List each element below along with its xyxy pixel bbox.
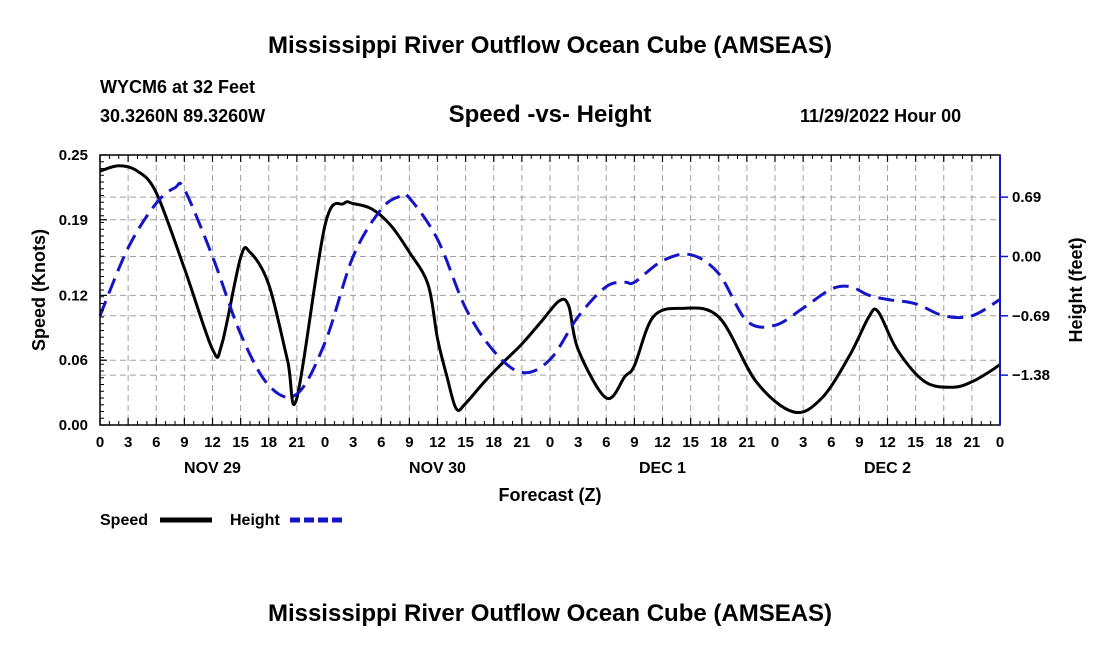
y-tick-label: 0.19 — [59, 212, 88, 229]
x-tick-label: 15 — [457, 434, 474, 451]
x-tick-label: 21 — [514, 434, 531, 451]
day-label: NOV 29 — [184, 460, 241, 477]
x-tick-label: 18 — [710, 434, 727, 451]
x-tick-label: 9 — [630, 434, 638, 451]
x-tick-label: 0 — [546, 434, 554, 451]
x-tick-label: 0 — [321, 434, 329, 451]
x-tick-label: 6 — [377, 434, 385, 451]
x-tick-label: 12 — [429, 434, 446, 451]
x-tick-label: 12 — [879, 434, 896, 451]
x-tick-label: 0 — [771, 434, 779, 451]
x-tick-label: 3 — [574, 434, 582, 451]
x-tick-label: 12 — [654, 434, 671, 451]
y2-tick-label: −0.69 — [1012, 308, 1050, 325]
station-coords: 30.3260N 89.3260W — [100, 106, 266, 126]
x-tick-label: 18 — [935, 434, 952, 451]
series-line-speed — [99, 164, 1001, 415]
x-tick-label: 18 — [485, 434, 502, 451]
x-tick-label: 9 — [180, 434, 188, 451]
ticks-layer — [99, 154, 1008, 426]
bottom-title: Mississippi River Outflow Ocean Cube (AM… — [267, 600, 833, 627]
x-tick-label: 3 — [799, 434, 807, 451]
series-layer — [98, 164, 1001, 415]
day-label: DEC 1 — [639, 460, 686, 477]
x-tick-label: 21 — [739, 434, 756, 451]
y-tick-label: 0.00 — [59, 417, 88, 434]
forecast-date: 11/29/2022 Hour 00 — [800, 106, 962, 126]
x-tick-label: 0 — [96, 434, 104, 451]
x-tick-label: 12 — [204, 434, 221, 451]
grid-layer — [100, 155, 1000, 425]
x-tick-label: 15 — [232, 434, 249, 451]
x-tick-label: 3 — [124, 434, 132, 451]
x-tick-label: 0 — [996, 434, 1004, 451]
day-label: DEC 2 — [864, 460, 911, 477]
x-axis-label: Forecast (Z) — [498, 485, 601, 505]
chart-subtitle: Speed -vs- Height — [448, 101, 652, 128]
x-tick-label: 9 — [855, 434, 863, 451]
y2-tick-label: 0.69 — [1012, 189, 1041, 206]
station-label: WYCM6 at 32 Feet — [100, 77, 256, 97]
y2-tick-label: 0.00 — [1012, 248, 1041, 265]
x-tick-label: 15 — [907, 434, 924, 451]
y-tick-label: 0.25 — [59, 147, 88, 164]
page-title: Mississippi River Outflow Ocean Cube (AM… — [267, 32, 833, 59]
x-tick-label: 21 — [964, 434, 981, 451]
x-tick-label: 21 — [289, 434, 306, 451]
x-tick-label: 6 — [827, 434, 835, 451]
x-tick-label: 9 — [405, 434, 413, 451]
labels-layer: 0 3 6 9 12 15 18 21 0 3 6 9 12 15 18 21 0 3 6 9 12 15 18 21 0 3 6 9… — [59, 147, 1050, 477]
x-tick-label: 3 — [349, 434, 357, 451]
x-tick-label: 6 — [152, 434, 160, 451]
y2-tick-label: −1.38 — [1012, 367, 1050, 384]
day-label: NOV 30 — [409, 460, 466, 477]
x-tick-label: 6 — [602, 434, 610, 451]
y-tick-label: 0.06 — [59, 352, 88, 369]
x-tick-label: 15 — [682, 434, 699, 451]
legend-height-label: Height — [230, 512, 280, 529]
y-axis-label: Speed (Knots) — [29, 229, 49, 351]
legend: Speed Height — [100, 512, 342, 529]
legend-speed-label: Speed — [100, 512, 148, 529]
y2-axis-label: Height (feet) — [1066, 238, 1086, 343]
x-tick-label: 18 — [260, 434, 277, 451]
y-tick-label: 0.12 — [59, 287, 88, 304]
